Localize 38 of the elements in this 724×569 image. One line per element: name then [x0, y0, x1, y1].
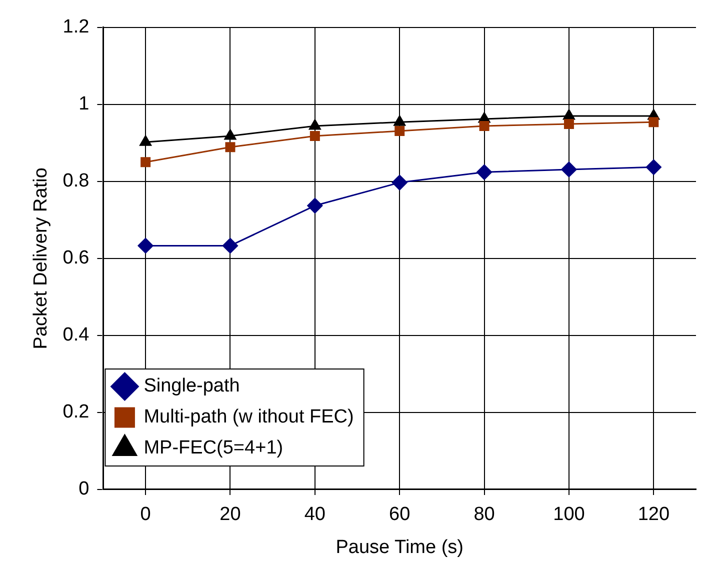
point: [140, 135, 152, 146]
point: [307, 198, 323, 214]
x-tick-label: 60: [389, 504, 410, 526]
point: [394, 115, 406, 126]
point: [564, 119, 574, 130]
x-tick-label: 40: [304, 504, 326, 526]
point: [648, 117, 659, 128]
legend-label: MP-FEC(5=4+1): [144, 438, 284, 459]
y-tick-label: 0.8: [62, 170, 90, 192]
y-tick-label: 0.2: [62, 402, 90, 423]
legend-label: Single-path: [144, 376, 240, 397]
y-axis-title: Packet Delivery Ratio: [30, 168, 52, 350]
point: [479, 120, 490, 131]
point: [140, 157, 151, 168]
point: [138, 238, 154, 254]
point: [561, 162, 577, 178]
x-tick-label: 80: [474, 504, 495, 526]
x-tick-label: 0: [140, 504, 151, 526]
legend-label: Multi-path (w ithout FEC): [144, 406, 354, 428]
point: [225, 142, 236, 152]
y-tick-label: 0.6: [62, 248, 90, 269]
y-tick-label: 1.2: [62, 16, 90, 38]
point: [563, 109, 575, 120]
y-tick-label: 0: [78, 478, 90, 500]
x-tick-label: 120: [638, 504, 670, 526]
point: [224, 129, 236, 140]
point: [310, 130, 320, 141]
y-tick-label: 1: [78, 94, 90, 115]
y-tick-label: 0.4: [62, 324, 90, 346]
x-axis-title: Pause Time (s): [336, 536, 464, 558]
point: [476, 164, 492, 180]
point: [392, 174, 408, 190]
point: [394, 126, 405, 136]
point: [222, 238, 238, 254]
point: [646, 159, 662, 175]
x-tick-label: 100: [553, 504, 585, 526]
point: [308, 119, 321, 130]
x-tick-label: 20: [220, 504, 241, 526]
